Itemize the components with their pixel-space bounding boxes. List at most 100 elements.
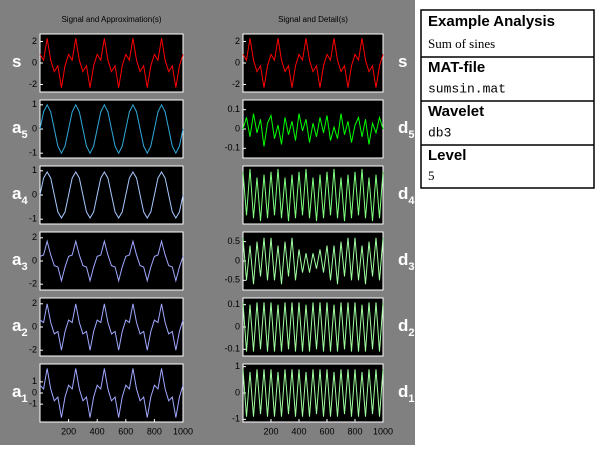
label-index: 4 [408,195,415,207]
y-tick-label: -2 [29,279,37,289]
label-letter: d [398,316,408,335]
value: Sum of sines [428,36,495,51]
info-box [420,9,595,189]
y-tick-label: 0 [32,123,37,133]
label-index: 1 [408,393,414,405]
y-tick-label: 1 [235,361,240,371]
plot-title: Signal and Approximation(s) [61,15,161,24]
x-tick-label: 800 [347,426,362,436]
label-index: 5 [408,129,414,141]
row-label: s [12,52,21,71]
x-tick-label: 200 [263,426,278,436]
y-tick-label: -2 [232,79,240,89]
signal-line [242,113,384,147]
value: sumsin.mat [428,81,506,96]
y-tick-label: 0.5 [227,236,240,246]
x-tick-label: 1000 [373,426,393,436]
y-tick-label: 1 [32,376,37,386]
label-letter: s [12,52,21,71]
y-tick-label: 0 [32,189,37,199]
x-tick-label: 1000 [173,426,193,436]
y-tick-label: -0.1 [224,143,240,153]
signal-line [39,239,184,283]
heading: MAT-file [428,59,485,76]
y-tick-label: 0 [32,321,37,331]
y-tick-label: 0 [32,387,37,397]
y-tick-label: 0 [235,255,240,265]
label-letter: d [398,382,408,401]
plot-panel [242,33,384,93]
x-tick-label: 600 [118,426,133,436]
row-label: d3 [398,250,415,272]
info-panel: Example Analysis Sum of sines MAT-file s… [420,9,595,189]
y-tick-label: 2 [235,36,240,46]
signal-line [39,103,184,155]
signal-line [242,369,384,417]
label-index: 1 [21,393,27,405]
signal-line [242,302,384,352]
x-tick-label: 400 [291,426,306,436]
y-tick-label: 0 [32,255,37,265]
label-index: 5 [21,129,27,141]
signal-line [39,171,184,219]
y-tick-label: -1 [232,414,240,424]
plot-panel [39,297,184,357]
label-letter: d [398,184,408,203]
y-tick-label: 0 [235,123,240,133]
row-label: d5 [398,118,415,140]
y-tick-label: 2 [32,36,37,46]
row-label: d2 [398,316,415,338]
x-tick-label: 400 [90,426,105,436]
y-tick-label: 0.1 [227,299,240,309]
y-tick-label: -0.5 [224,275,240,285]
y-tick-label: 0 [32,57,37,67]
x-tick-label: 600 [319,426,334,436]
row-label: a4 [12,184,28,206]
y-tick-label: -1 [29,399,37,409]
label-letter: a [12,316,22,335]
y-tick-label: 0 [235,321,240,331]
x-tick-label: 800 [147,426,162,436]
row-label: a2 [12,316,28,338]
value: 5 [428,168,435,183]
heading: Example Analysis [428,13,555,30]
y-tick-label: 1 [32,99,37,109]
y-tick-label: 0 [235,387,240,397]
y-tick-label: -2 [29,79,37,89]
y-tick-label: -1 [29,214,37,224]
plot-panel [39,363,184,423]
plot-panel [242,99,384,159]
row-label: s [398,52,407,71]
label-letter: d [398,118,408,137]
heading: Level [428,147,466,164]
x-tick-label: 200 [61,426,76,436]
plot-panel [39,33,184,93]
y-tick-label: 2 [32,232,37,242]
label-letter: a [12,184,22,203]
y-tick-label: 1 [32,165,37,175]
plot-panel [39,231,184,291]
y-tick-label: 0 [235,57,240,67]
label-index: 3 [408,261,414,273]
label-letter: a [12,250,22,269]
label-index: 3 [21,261,27,273]
value: db3 [428,125,451,140]
y-tick-label: 2 [32,298,37,308]
y-tick-label: -1 [29,148,37,158]
row-label: a5 [12,118,28,140]
row-label: d4 [398,184,415,206]
label-letter: a [12,118,22,137]
row-label: a1 [12,382,28,404]
signal-line [242,168,384,222]
heading: Wavelet [428,103,484,120]
signal-line [39,368,184,418]
label-letter: d [398,250,408,269]
y-tick-label: 0.1 [227,104,240,114]
label-letter: s [398,52,407,71]
y-tick-label: -0.1 [224,344,240,354]
label-index: 4 [21,195,28,207]
label-index: 2 [408,327,414,339]
y-tick-label: -2 [29,345,37,355]
label-letter: a [12,382,22,401]
